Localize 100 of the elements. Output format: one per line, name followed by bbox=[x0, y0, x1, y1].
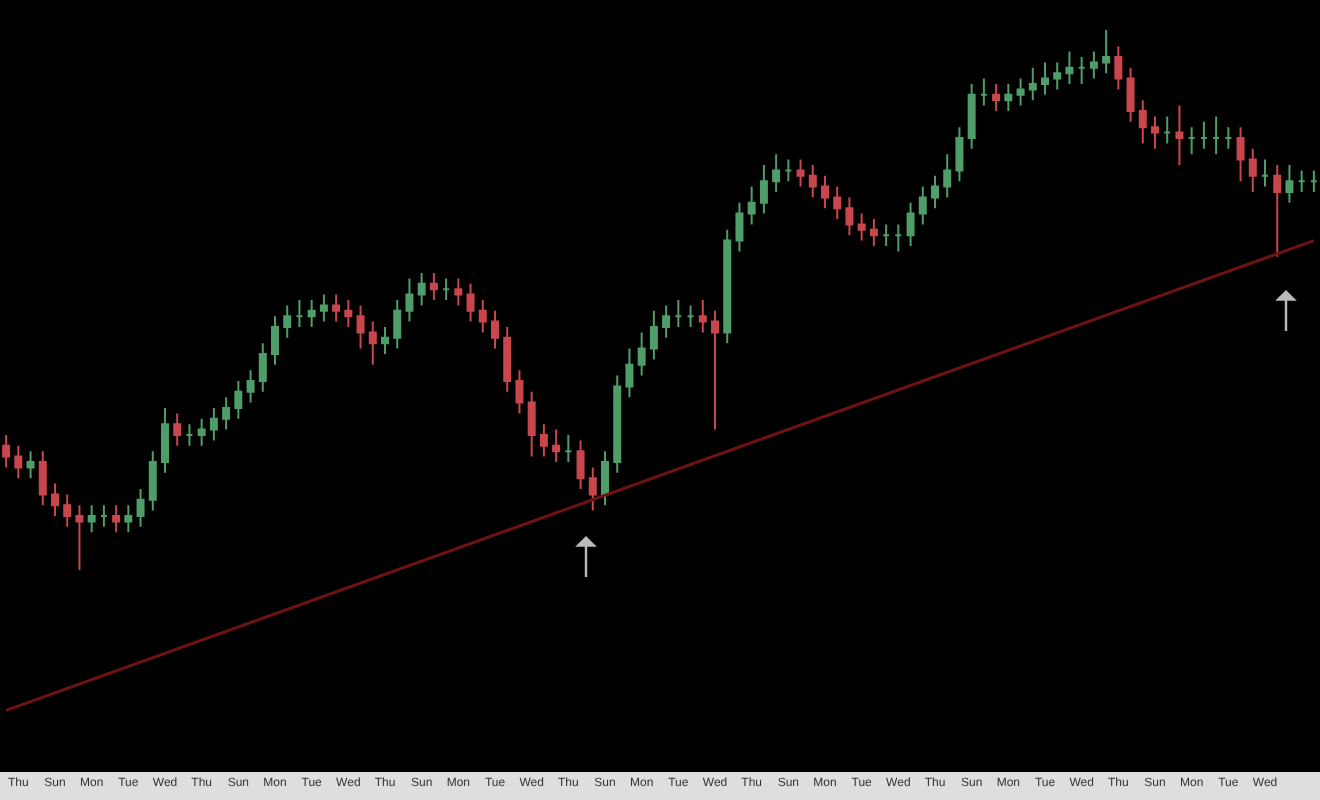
candlestick bbox=[992, 83, 1001, 112]
candlestick bbox=[637, 331, 646, 377]
candlestick bbox=[821, 174, 829, 210]
candlestick bbox=[222, 396, 231, 431]
candlestick bbox=[1175, 104, 1184, 166]
candlestick bbox=[2, 434, 11, 469]
candlestick bbox=[857, 212, 866, 242]
candlestick bbox=[601, 450, 609, 507]
candlestick bbox=[1187, 126, 1196, 156]
candlestick bbox=[173, 412, 182, 447]
candlestick bbox=[649, 309, 658, 361]
candlestick bbox=[466, 282, 475, 323]
candlestick bbox=[246, 369, 255, 404]
candlestick bbox=[747, 185, 756, 226]
candlestick bbox=[442, 277, 451, 301]
candlestick bbox=[539, 423, 548, 458]
candlestick bbox=[503, 326, 512, 393]
candlestick bbox=[784, 158, 793, 183]
candlestick bbox=[478, 299, 487, 334]
candlestick bbox=[75, 504, 84, 571]
candlestick bbox=[931, 174, 939, 210]
candlestick bbox=[662, 304, 671, 339]
candlestick bbox=[1016, 77, 1025, 107]
candlestick bbox=[772, 153, 781, 193]
candlestick bbox=[87, 504, 96, 534]
candlestick bbox=[527, 390, 536, 458]
candlestick bbox=[26, 450, 35, 480]
candlestick bbox=[185, 423, 194, 447]
candlestick bbox=[955, 126, 964, 183]
candlestick bbox=[51, 482, 59, 517]
candlestick bbox=[759, 164, 768, 215]
candlestick bbox=[564, 434, 573, 463]
candlestick bbox=[808, 164, 817, 199]
candlestick bbox=[258, 342, 267, 393]
candlestick bbox=[1199, 120, 1208, 150]
candlestick bbox=[625, 347, 634, 399]
candlestick bbox=[918, 185, 927, 226]
candlestick bbox=[1089, 50, 1098, 80]
candlestick bbox=[735, 201, 744, 253]
candlestick bbox=[943, 153, 952, 199]
candlestick bbox=[1261, 158, 1269, 188]
candlestick bbox=[723, 228, 732, 345]
candlestick bbox=[271, 315, 279, 366]
candlestick bbox=[1114, 45, 1123, 91]
candlestick bbox=[1212, 115, 1221, 156]
candlestick bbox=[796, 158, 805, 188]
candlestick bbox=[332, 293, 341, 323]
candlestick bbox=[1297, 169, 1306, 193]
candlestick bbox=[234, 380, 243, 420]
candlestick bbox=[882, 223, 891, 247]
candlestick bbox=[1309, 169, 1318, 193]
candlestick bbox=[209, 407, 218, 442]
candlestick bbox=[1041, 61, 1049, 96]
candlestick bbox=[552, 428, 561, 463]
candlestick bbox=[967, 83, 976, 150]
candlestick bbox=[148, 450, 157, 512]
candlestick bbox=[1285, 164, 1294, 204]
candlestick bbox=[906, 201, 915, 247]
candlestick bbox=[1236, 126, 1245, 183]
candlestick bbox=[356, 304, 365, 350]
candlestick bbox=[588, 466, 597, 512]
candlestick bbox=[429, 272, 438, 301]
candlestick bbox=[674, 299, 683, 328]
candlestick bbox=[63, 493, 72, 528]
candlestick bbox=[1273, 164, 1282, 258]
candlestick bbox=[344, 299, 353, 328]
candlestick bbox=[1004, 83, 1013, 112]
candlestick bbox=[894, 223, 903, 253]
candlestick bbox=[14, 444, 23, 480]
candlestick bbox=[491, 309, 499, 350]
candlestick bbox=[38, 450, 47, 507]
candlestick bbox=[295, 299, 304, 328]
candlestick bbox=[197, 417, 206, 447]
candlestick bbox=[307, 299, 316, 328]
candlestick bbox=[283, 304, 292, 339]
candlestick bbox=[124, 504, 133, 534]
candlestick bbox=[576, 439, 585, 490]
candlestick bbox=[869, 218, 878, 247]
candlestick bbox=[613, 374, 622, 474]
candlestick bbox=[686, 304, 695, 328]
candlestick bbox=[136, 488, 145, 528]
candlestick bbox=[1163, 115, 1172, 145]
candlestick bbox=[711, 309, 719, 431]
candlestick bbox=[698, 299, 707, 334]
candlestick bbox=[112, 504, 121, 534]
candlestick bbox=[833, 185, 842, 220]
candlestick bbox=[1102, 29, 1111, 75]
candlestick bbox=[1028, 66, 1037, 102]
candlestick bbox=[1151, 115, 1159, 150]
candlestick bbox=[1138, 99, 1147, 145]
candlestick bbox=[1224, 126, 1233, 150]
candlestick bbox=[515, 369, 524, 415]
candlestick bbox=[393, 299, 402, 350]
candlestick bbox=[368, 320, 377, 366]
candlestick bbox=[979, 77, 988, 107]
candlestick bbox=[1126, 66, 1135, 123]
candlestick bbox=[1053, 61, 1062, 91]
candlestick bbox=[381, 326, 389, 355]
candlestick bbox=[845, 196, 854, 237]
candlestick bbox=[99, 504, 108, 528]
